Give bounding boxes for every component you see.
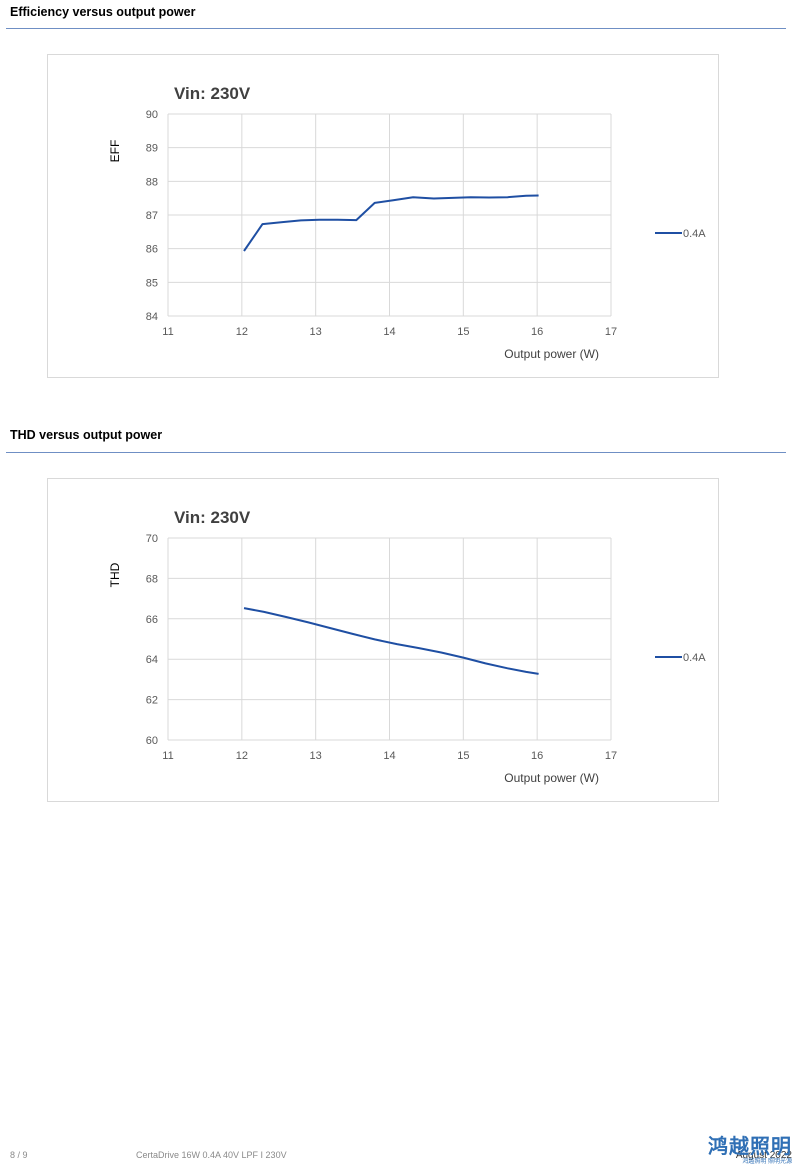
x-tick-label: 13	[310, 326, 322, 338]
x-tick-label: 12	[236, 326, 248, 338]
x-tick-label: 15	[457, 326, 469, 338]
chart-thd-svg: Vin: 230V 60 62 64 66 68 70 11 12 13 14 15 16 17 Outpu…	[108, 508, 706, 785]
chart-efficiency: Vin: 230V 84 85 86 87 88 89 90 11 12 13 14 15 16 17 Out…	[47, 54, 719, 378]
x-tick-label: 11	[162, 750, 173, 762]
chart-title: Vin: 230V	[174, 508, 251, 527]
y-tick-label: 87	[146, 210, 158, 222]
y-tick-label: 60	[146, 735, 158, 747]
x-tick-label: 17	[605, 750, 617, 762]
y-tick-label: 68	[146, 573, 158, 585]
brand-logo: 鸿越照明	[708, 1134, 792, 1158]
chart-efficiency-svg: Vin: 230V 84 85 86 87 88 89 90 11 12 13 14 15 16 17 Out…	[108, 84, 706, 361]
x-tick-label: 11	[162, 326, 173, 338]
x-axis-label: Output power (W)	[504, 347, 599, 361]
series-line	[243, 194, 539, 252]
x-tick-label: 17	[605, 326, 617, 338]
y-tick-label: 62	[146, 695, 158, 707]
y-axis-label: THD	[108, 562, 122, 587]
section-divider	[6, 28, 786, 29]
legend-label: 0.4A	[683, 228, 706, 240]
x-tick-label: 13	[310, 750, 322, 762]
chart-title: Vin: 230V	[174, 84, 251, 103]
y-tick-label: 70	[146, 533, 158, 545]
legend-label: 0.4A	[683, 652, 706, 664]
x-tick-label: 16	[531, 750, 543, 762]
x-axis-label: Output power (W)	[504, 771, 599, 785]
x-tick-label: 14	[383, 326, 395, 338]
y-tick-label: 84	[146, 311, 158, 323]
y-tick-label: 89	[146, 143, 158, 155]
footer-page-number: 8 / 9	[10, 1150, 28, 1160]
series-line	[243, 607, 539, 675]
x-tick-label: 15	[457, 750, 469, 762]
brand-logo-subtitle: 鸿越照明 照明光源	[742, 1159, 792, 1165]
section-divider	[6, 452, 786, 453]
y-tick-label: 88	[146, 176, 158, 188]
footer-date: August 2022	[735, 1150, 792, 1161]
y-tick-label: 66	[146, 614, 158, 626]
footer-product-name: CertaDrive 16W 0.4A 40V LPF I 230V	[136, 1150, 287, 1160]
x-tick-label: 14	[383, 750, 395, 762]
y-axis-label: EFF	[108, 140, 122, 163]
section-title-thd: THD versus output power	[10, 428, 163, 442]
y-tick-label: 90	[146, 109, 158, 121]
x-tick-label: 16	[531, 326, 543, 338]
x-tick-label: 12	[236, 750, 248, 762]
chart-thd: Vin: 230V 60 62 64 66 68 70 11 12 13 14 15 16 17 Outpu…	[47, 478, 719, 802]
y-tick-label: 85	[146, 277, 158, 289]
section-title-efficiency: Efficiency versus output power	[10, 5, 196, 19]
y-tick-label: 86	[146, 244, 158, 256]
y-tick-label: 64	[146, 654, 158, 666]
